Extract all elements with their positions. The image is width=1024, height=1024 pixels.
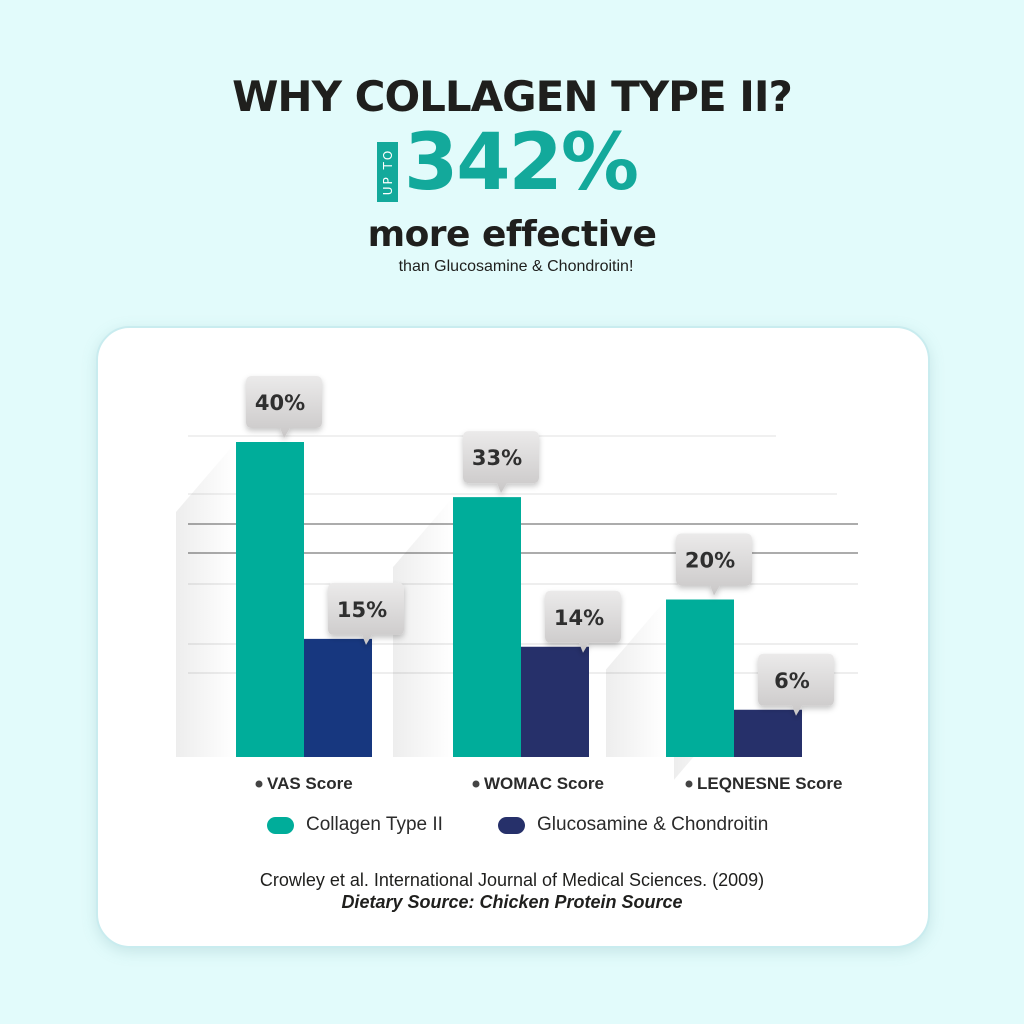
- legend-swatch-collagen: [267, 816, 294, 834]
- chart-legend: Collagen Type II Glucosamine & Chondroit…: [0, 814, 1024, 844]
- bar-shadow: [606, 599, 666, 757]
- bar-collagen: [236, 442, 304, 757]
- x-tick-label: VAS Score: [267, 774, 353, 793]
- value-bubble: [244, 376, 322, 438]
- data-label: 33%: [472, 446, 522, 470]
- data-label: 6%: [774, 669, 810, 693]
- data-label: 40%: [255, 391, 305, 415]
- value-bubble: [461, 431, 539, 494]
- value-bubble: [326, 582, 404, 645]
- bar-collagen: [666, 599, 734, 757]
- x-axis-labels: VAS Score WOMAC Score LEQNESNE Score: [255, 774, 843, 793]
- bullet-dot: [255, 780, 263, 788]
- legend-item-glucosamine: Glucosamine & Chondroitin: [498, 814, 768, 836]
- data-label: 20%: [685, 549, 735, 573]
- x-tick-label: WOMAC Score: [484, 774, 604, 793]
- source-note: Dietary Source: Chicken Protein Source: [341, 892, 683, 912]
- headline-number: 342%: [404, 118, 639, 208]
- comparison-text: than Glucosamine & Chondroitin!: [398, 258, 634, 275]
- legend-label-glucosamine: Glucosamine & Chondroitin: [537, 814, 769, 835]
- up-to-tag: UP TO: [377, 142, 398, 202]
- bar-shadow: [176, 442, 236, 757]
- value-bubble: [543, 590, 621, 653]
- bullet-dot: [472, 780, 480, 788]
- value-bubble: [756, 653, 834, 716]
- bars: [236, 442, 802, 757]
- bar-shadow: [393, 497, 453, 757]
- bar-collagen: [453, 497, 521, 757]
- citation: Crowley et al. International Journal of …: [259, 870, 765, 890]
- legend-item-collagen: Collagen Type II: [267, 814, 443, 836]
- value-bubble: [674, 533, 752, 596]
- bullet-dot: [685, 780, 693, 788]
- x-tick-label: LEQNESNE Score: [697, 774, 843, 793]
- data-label: 14%: [554, 606, 604, 630]
- legend-swatch-glucosamine: [498, 816, 525, 834]
- legend-label-collagen: Collagen Type II: [306, 814, 443, 835]
- data-label: 15%: [337, 598, 387, 622]
- headline-stat: UP TO 342%: [0, 124, 1024, 220]
- bar-glucosamine: [304, 638, 372, 757]
- page-title: WHY COLLAGEN TYPE II?: [232, 72, 793, 121]
- subheadline: more effective: [367, 214, 657, 255]
- bar-glucosamine: [734, 709, 802, 757]
- bar-glucosamine: [521, 646, 589, 757]
- value-bubbles: 40% 15% 33% 14% 20% 6%: [244, 376, 834, 716]
